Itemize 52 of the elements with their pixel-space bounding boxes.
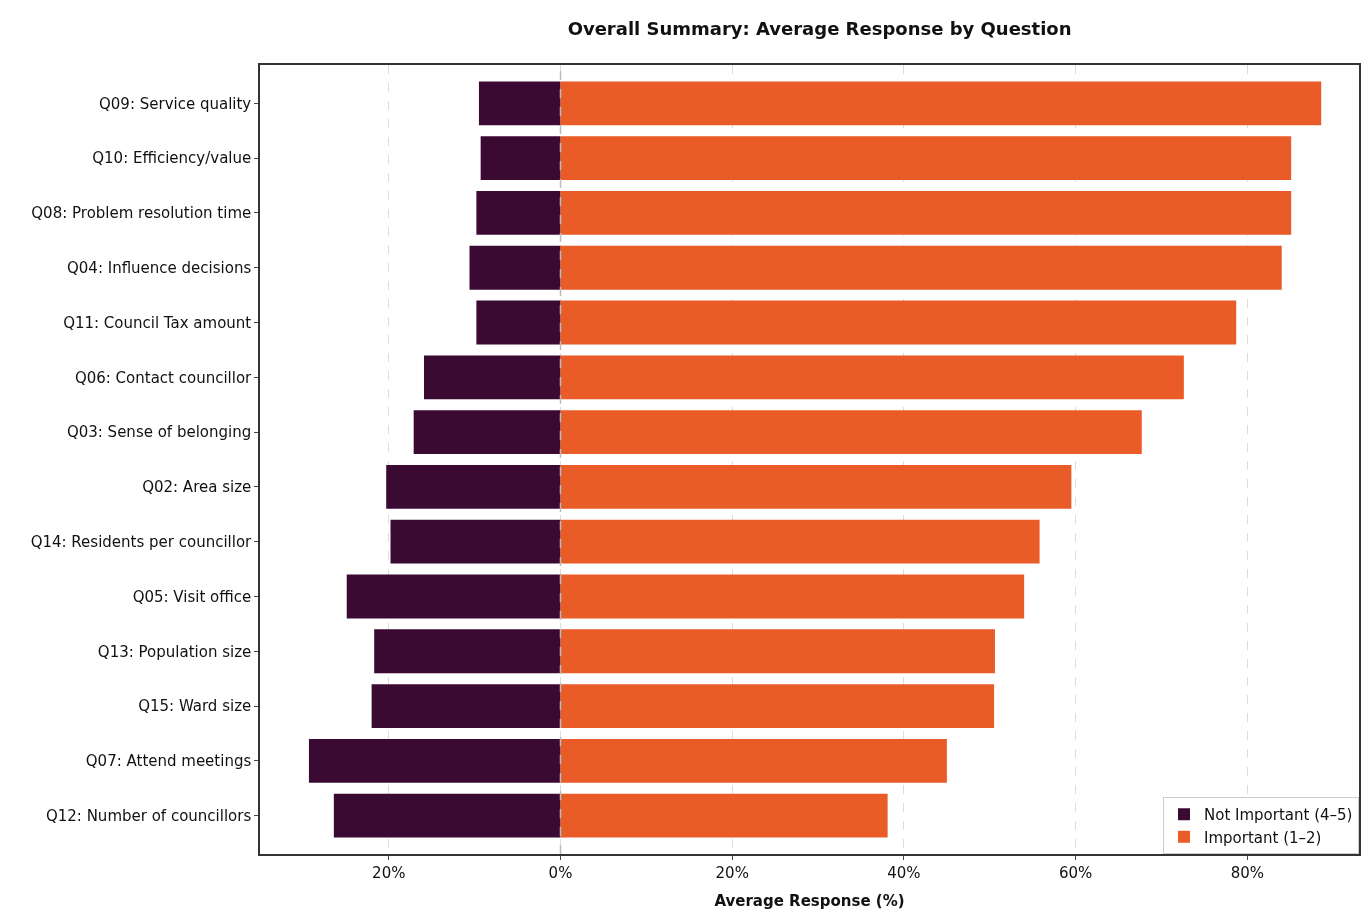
bar — [374, 629, 561, 674]
bar — [346, 574, 561, 619]
bar — [560, 300, 1237, 345]
bar — [480, 136, 561, 181]
bar — [469, 245, 561, 290]
bar — [560, 519, 1040, 564]
bar — [413, 410, 561, 455]
y-tick-label: Q04: Influence decisions — [67, 258, 252, 277]
y-tick-label: Q07: Attend meetings — [85, 752, 252, 771]
bar — [560, 793, 888, 838]
legend-label: Not Important (4–5) — [1204, 806, 1353, 825]
bar — [560, 410, 1142, 455]
x-tick-label: 20% — [372, 863, 406, 882]
bar — [560, 738, 947, 783]
bar — [333, 793, 561, 838]
bar — [560, 629, 995, 674]
bar — [560, 245, 1282, 290]
bar — [476, 300, 561, 345]
x-tick-label: 80% — [1230, 863, 1265, 882]
y-tick-label: Q03: Sense of belonging — [66, 423, 252, 442]
x-tick-label: 0% — [548, 863, 573, 882]
y-tick-label: Q13: Population size — [97, 642, 252, 661]
bar — [560, 574, 1025, 619]
bar — [560, 136, 1292, 181]
bar — [560, 684, 995, 728]
chart-title: Overall Summary: Average Response by Question — [567, 18, 1072, 40]
bar — [476, 191, 561, 235]
x-tick-label: 20% — [715, 863, 749, 882]
legend-label: Important (1–2) — [1204, 828, 1322, 847]
y-tick-label: Q14: Residents per councillor — [30, 532, 253, 551]
bar — [560, 355, 1184, 400]
y-tick-label: Q12: Number of councillors — [45, 806, 252, 825]
bar — [560, 191, 1292, 235]
bar — [390, 519, 561, 564]
x-axis-title: Average Response (%) — [714, 892, 905, 911]
x-tick-label: 40% — [887, 863, 921, 882]
bar — [423, 355, 561, 400]
y-tick-label: Q15: Ward size — [138, 697, 252, 716]
bar — [560, 81, 1322, 126]
bar — [386, 464, 561, 509]
x-tick-label: 60% — [1058, 863, 1093, 882]
y-tick-label: Q08: Problem resolution time — [31, 204, 252, 223]
bar — [308, 738, 561, 783]
y-tick-label: Q10: Efficiency/value — [92, 149, 252, 168]
y-tick-label: Q05: Visit office — [132, 587, 252, 606]
bar — [478, 81, 561, 126]
y-tick-label: Q02: Area size — [142, 478, 252, 497]
bar — [560, 464, 1072, 509]
bar — [371, 684, 561, 728]
y-tick-label: Q11: Council Tax amount — [63, 313, 252, 332]
y-tick-label: Q06: Contact councillor — [74, 368, 253, 387]
y-tick-label: Q09: Service quality — [99, 94, 252, 113]
